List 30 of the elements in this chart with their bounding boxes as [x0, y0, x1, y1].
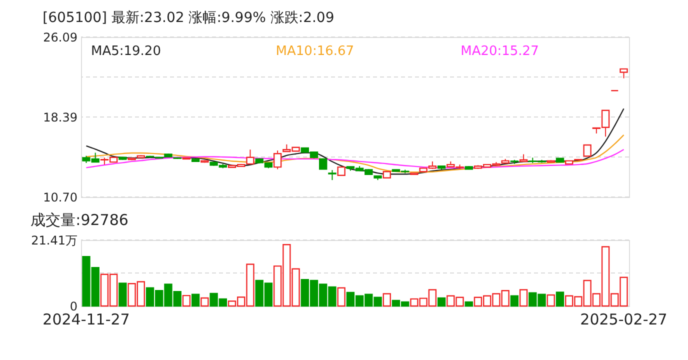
- candlestick: [620, 68, 628, 79]
- bar: [464, 301, 473, 307]
- bar: [510, 295, 519, 307]
- bar: [118, 282, 127, 307]
- candlestick: [328, 170, 336, 181]
- y-tick-label: 10.70: [43, 190, 78, 204]
- bar: [546, 294, 555, 307]
- bar: [182, 294, 191, 307]
- text: MA20:15.27: [460, 44, 539, 59]
- bar: [191, 294, 200, 307]
- y-tick-label: 26.09: [43, 30, 78, 44]
- bar: [382, 293, 391, 307]
- bar: [519, 289, 528, 307]
- line-series: [86, 148, 624, 168]
- text: MA10:16.67: [276, 44, 354, 59]
- y-tick-label: 0: [70, 300, 78, 314]
- text: MA5:19.20: [91, 44, 161, 59]
- bar: [200, 297, 209, 307]
- x-tick-label: 2025-02-27: [580, 310, 668, 328]
- bar: [337, 287, 346, 307]
- bar: [437, 297, 446, 307]
- y-tick-label: 21.41万: [31, 234, 78, 248]
- chart-title: 成交量:92786: [30, 211, 128, 229]
- chart-title: [605100] 最新:23.02 涨幅:9.99% 涨跌:2.09: [42, 10, 334, 26]
- x-tick-label: 2024-11-27: [42, 310, 130, 328]
- candlestick: [273, 150, 282, 170]
- y-tick-label: 18.39: [43, 110, 78, 125]
- bar: [556, 292, 564, 307]
- line-series: [86, 108, 624, 175]
- candlestick: [583, 144, 592, 157]
